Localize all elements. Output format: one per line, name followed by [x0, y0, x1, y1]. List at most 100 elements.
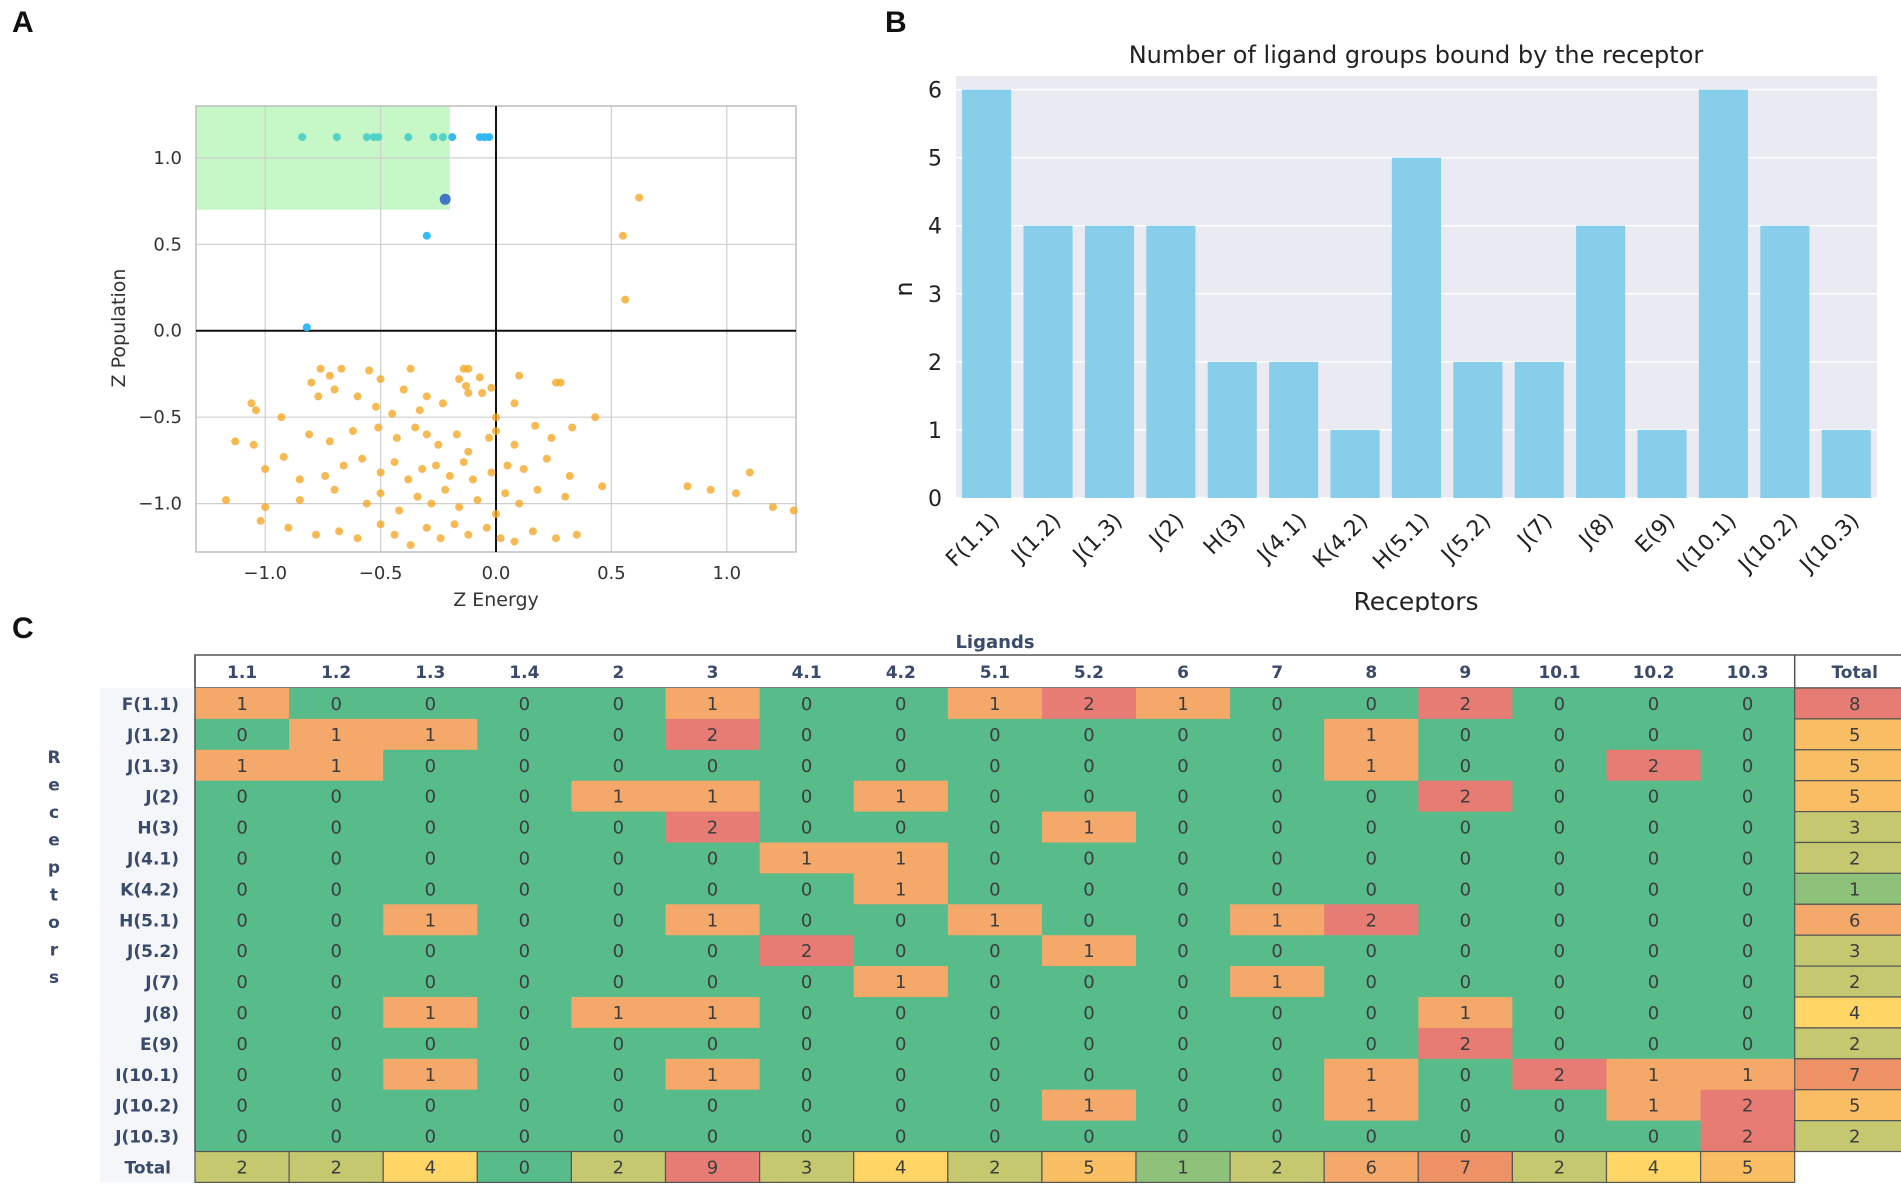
table-cell: [1606, 1120, 1702, 1152]
table-column-total-value: 2: [236, 1158, 247, 1179]
scatter-point-other: [321, 471, 330, 480]
table-row-total-value: 5: [1849, 756, 1860, 777]
scatter-point-highlighted-blue: [448, 133, 457, 142]
table-cell-value: 0: [989, 972, 1000, 993]
scatter-point-other: [256, 516, 265, 525]
table-cell-value: 2: [707, 725, 718, 746]
scatter-point-other: [436, 534, 445, 543]
table-cell-value: 2: [1460, 787, 1471, 808]
table-cell: [571, 904, 666, 936]
table-cell-value: 0: [613, 818, 624, 839]
bar-y-axis-label: n: [890, 281, 918, 296]
table-cell: [1512, 904, 1607, 936]
table-cell-value: 0: [1648, 725, 1659, 746]
table-column-total-value: 4: [425, 1158, 436, 1179]
scatter-point-other: [337, 364, 346, 373]
table-row-label: J(1.2): [126, 726, 179, 746]
table-cell: [947, 842, 1043, 874]
table-cell-value: 0: [330, 787, 341, 808]
table-cell-value: 0: [1365, 1034, 1376, 1055]
table-cell: [1324, 1058, 1419, 1091]
table-row-total-cell: [1794, 872, 1901, 905]
table-cell: [665, 997, 761, 1029]
table-column-total-cell: [1135, 1150, 1231, 1183]
table-cell-value: 0: [1177, 941, 1188, 962]
table-column-header: 3: [707, 663, 719, 683]
bar-x-tick-label: J(4.1): [1251, 509, 1312, 570]
table-cell-value: 0: [1177, 1003, 1188, 1024]
table-cell-value: 0: [895, 1127, 906, 1148]
table-column-header: 1.1: [227, 663, 257, 683]
table-cell-value: 0: [1554, 910, 1565, 931]
table-cell-value: 0: [1177, 879, 1188, 900]
table-cell: [1324, 966, 1419, 998]
table-cell: [1700, 749, 1796, 782]
table-cell: [1230, 1120, 1325, 1152]
table-cell: [1041, 688, 1137, 720]
table-cell-value: 0: [613, 972, 624, 993]
table-column-total-cell: [194, 1150, 290, 1183]
table-row-total-cell: [1794, 965, 1901, 998]
table-cell-value: 1: [425, 1003, 436, 1024]
table-cell: [853, 997, 949, 1029]
table-cell: [1418, 966, 1513, 998]
table-cell: [1136, 688, 1231, 720]
table-cell-value: 1: [330, 725, 341, 746]
scatter-point-other: [482, 523, 491, 532]
table-cell-value: 0: [1554, 818, 1565, 839]
table-cell: [1512, 1120, 1607, 1152]
table-cell-value: 0: [1554, 756, 1565, 777]
table-cell: [195, 749, 290, 782]
table-cell: [947, 780, 1043, 813]
scatter-point-other: [316, 364, 325, 373]
table-row-label-bg: [100, 873, 195, 905]
table-cell-value: 0: [1648, 694, 1659, 715]
table-cell-value: 0: [425, 972, 436, 993]
bar-x-tick-label: J(10.2): [1733, 509, 1803, 579]
table-cell-value: 0: [1271, 941, 1282, 962]
table-cell-value: 0: [1554, 1096, 1565, 1117]
table-row-label: I(10.1): [115, 1066, 179, 1086]
scatter-point-other: [261, 465, 270, 473]
table-cell-value: 0: [1648, 1003, 1659, 1024]
table-cell: [759, 811, 855, 843]
scatter-point-other: [252, 406, 260, 415]
bar-y-tick-label: 0: [928, 487, 942, 512]
bar-x-tick-label: J(8): [1573, 509, 1619, 555]
table-cell: [947, 873, 1043, 905]
table-row-total-cell: [1794, 718, 1901, 751]
table-cell: [195, 935, 290, 967]
table-cell-value: 0: [613, 879, 624, 900]
table-row-label: J(2): [144, 788, 179, 808]
table-cell-value: 0: [1554, 972, 1565, 993]
scatter-chart: −1.0 −0.5 0.0 0.5 1.0 −1.0 −0.5 0.0 0.5 1.0 Z Ene…: [108, 105, 798, 611]
table-row-label-bg: [100, 1120, 195, 1152]
scatter-point-other: [492, 510, 500, 518]
table-cell-value: 0: [1177, 910, 1188, 931]
table-cell-value: 0: [1365, 1127, 1376, 1148]
table-cell: [1041, 749, 1137, 782]
table-cell: [1418, 1058, 1513, 1091]
table-column-total-value: 6: [1365, 1158, 1376, 1179]
table-cell: [1041, 935, 1137, 967]
table-cell-value: 0: [989, 879, 1000, 900]
table-row-total-cell: [1794, 749, 1901, 782]
scatter-point-other: [510, 440, 519, 449]
table-cell-value: 0: [1742, 941, 1753, 962]
table-cell-value: 0: [330, 1034, 341, 1055]
table-header-row: [194, 654, 1901, 689]
table-cell: [289, 688, 384, 720]
table-cell-value: 1: [1365, 1065, 1376, 1086]
table-cell-value: 1: [707, 787, 718, 808]
table-cell: [571, 935, 666, 967]
table-column-total-cell: [288, 1150, 384, 1183]
table-cell-value: 0: [236, 910, 247, 931]
table-cell: [759, 1058, 855, 1091]
table-cell: [1512, 873, 1607, 905]
table-cell-value: 0: [1460, 910, 1471, 931]
table-cell: [1512, 749, 1607, 782]
table-cell: [853, 1089, 949, 1122]
table-row-label-bg: [100, 1089, 195, 1121]
table-cell: [665, 1089, 761, 1122]
scatter-point-other: [390, 530, 399, 539]
